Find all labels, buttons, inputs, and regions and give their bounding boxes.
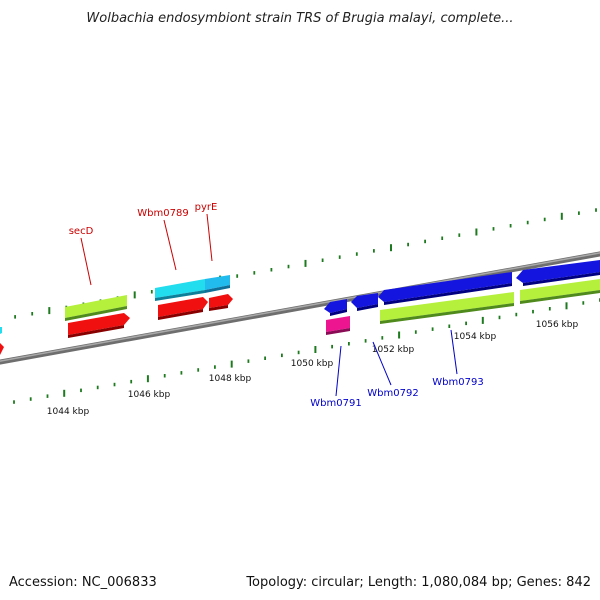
gene-label-Wbm0792[interactable]: Wbm0792 — [367, 388, 418, 399]
leader-secD — [80, 237, 92, 286]
leader-Wbm0789 — [163, 219, 177, 271]
feature-red-3[interactable] — [209, 294, 233, 308]
feature-cyan-edge[interactable] — [0, 327, 2, 334]
feature-blue-4[interactable] — [516, 260, 600, 283]
feature-red-edge[interactable] — [0, 343, 4, 355]
tick-label-1052: 1052 kbp — [372, 345, 415, 355]
tick-label-1054: 1054 kbp — [454, 332, 497, 342]
gene-label-Wbm0791[interactable]: Wbm0791 — [310, 398, 361, 409]
feature-blue-1[interactable] — [324, 299, 347, 313]
gene-label-leaders — [80, 213, 458, 397]
gene-label-pyrE[interactable]: pyrE — [195, 202, 218, 213]
feature-blue-2[interactable] — [351, 293, 378, 308]
gene-label-Wbm0793[interactable]: Wbm0793 — [432, 377, 483, 388]
genome-backbone — [0, 251, 600, 365]
feature-cyan-1[interactable] — [155, 279, 205, 298]
map-title: Wolbachia endosymbiont strain TRS of Bru… — [86, 11, 513, 26]
tick-label-1044: 1044 kbp — [47, 407, 90, 417]
tick-label-1056: 1056 kbp — [536, 320, 579, 330]
gene-label-Wbm0789[interactable]: Wbm0789 — [137, 208, 188, 219]
accession-label: Accession: NC_006833 — [9, 575, 157, 590]
gene-labels: secD Wbm0789 pyrE Wbm0791 Wbm0792 Wbm079… — [69, 202, 484, 409]
feature-red-2[interactable] — [158, 297, 208, 317]
tick-label-1050: 1050 kbp — [291, 359, 334, 369]
gene-features — [0, 260, 600, 355]
leader-Wbm0793 — [450, 329, 458, 375]
feature-lime-2[interactable] — [380, 292, 514, 321]
feature-lime-3[interactable] — [520, 279, 600, 301]
feature-magenta-1[interactable] — [326, 316, 350, 332]
leader-Wbm0791 — [335, 345, 342, 397]
tick-labels: 1044 kbp 1046 kbp 1048 kbp 1050 kbp 1052… — [47, 320, 579, 417]
tick-label-1048: 1048 kbp — [209, 374, 252, 384]
leader-Wbm0792 — [372, 341, 392, 386]
tick-label-1046: 1046 kbp — [128, 390, 171, 400]
feature-red-1[interactable] — [68, 313, 130, 335]
genome-stats-label: Topology: circular; Length: 1,080,084 bp… — [245, 575, 591, 590]
reverse-tick-track — [13, 298, 600, 404]
feature-lime-1[interactable] — [65, 295, 127, 318]
gene-label-secD[interactable]: secD — [69, 226, 94, 237]
feature-blue-3[interactable] — [378, 272, 512, 302]
leader-pyrE — [206, 213, 213, 262]
